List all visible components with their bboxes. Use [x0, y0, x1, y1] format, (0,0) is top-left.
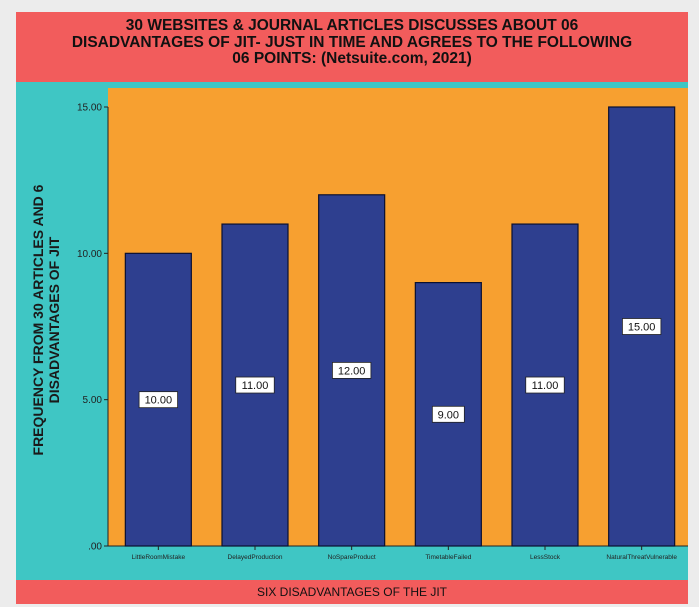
data-label-box — [138, 391, 178, 409]
data-label: 9.00 — [438, 409, 459, 421]
data-label-box — [622, 318, 662, 335]
data-label: 10.00 — [145, 395, 173, 407]
y-tick-label: 5.00 — [83, 395, 103, 406]
chart-title-line-1: 30 WEBSITES & JOURNAL ARTICLES DISCUSSES… — [125, 17, 579, 34]
plot-area — [108, 88, 688, 546]
x-axis-label: SIX DISADVANTAGES OF THE JIT — [256, 585, 448, 599]
x-tick-label: NaturalThreatVulnerable — [606, 554, 677, 561]
chart-title: 30 WEBSITES & JOURNAL ARTICLES DISCUSSES… — [16, 17, 688, 68]
data-label-box — [332, 361, 372, 379]
y-tick-label: 15.00 — [77, 103, 102, 114]
data-label: 11.00 — [242, 380, 269, 392]
chart-title-line-3: 06 POINTS: (Netsuite.com, 2021) — [232, 50, 472, 67]
x-tick-label: TimetableFailed — [425, 554, 471, 561]
y-tick-label: .00 — [88, 542, 102, 553]
chart-title-line-2: DISADVANTAGES OF JIT- JUST IN TIME AND A… — [71, 33, 633, 51]
data-label: 12.00 — [338, 365, 366, 377]
data-label: 15.00 — [628, 322, 656, 334]
data-label-box — [235, 376, 275, 394]
x-axis-label-band: SIX DISADVANTAGES OF THE JIT — [16, 580, 688, 604]
x-tick-label: LessStock — [530, 554, 561, 561]
x-tick-label: DelayedProduction — [228, 554, 283, 561]
title-band: 30 WEBSITES & JOURNAL ARTICLES DISCUSSES… — [16, 12, 688, 82]
data-label-box — [525, 376, 565, 394]
x-tick-label: NoSpareProduct — [328, 554, 376, 561]
data-label-box — [431, 405, 465, 423]
y-tick-label: 10.00 — [77, 249, 102, 260]
x-tick-label: LittleRoomMistake — [132, 554, 186, 561]
data-label: 11.00 — [532, 380, 559, 392]
